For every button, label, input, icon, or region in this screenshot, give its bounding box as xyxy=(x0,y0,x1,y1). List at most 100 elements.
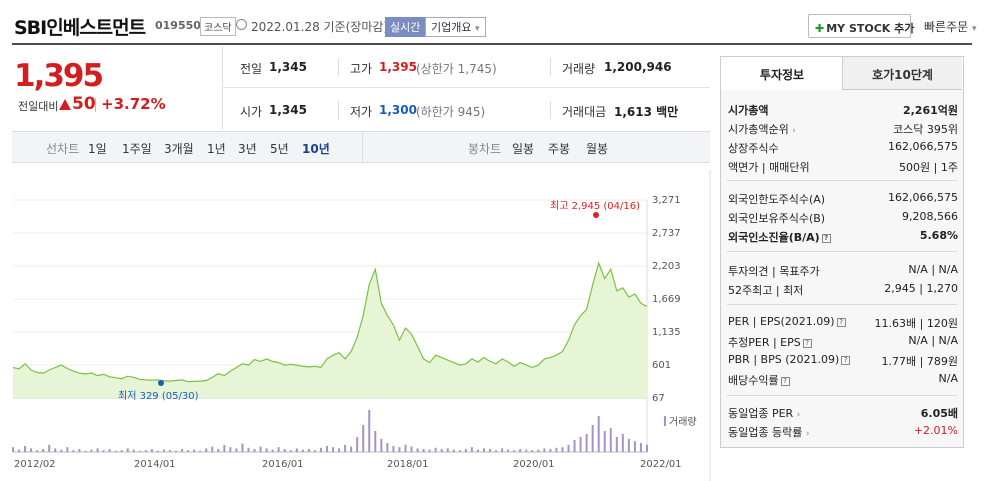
volume-bar xyxy=(609,428,612,452)
row-rank: 시가총액순위 › 코스닥 395위 xyxy=(728,121,958,140)
par-value: 500원 xyxy=(899,161,931,174)
help-icon: ? xyxy=(841,355,851,365)
range-3y[interactable]: 3년 xyxy=(238,142,257,156)
current-price: 1,395 xyxy=(14,58,104,94)
divider xyxy=(338,101,339,119)
volume-bar xyxy=(48,444,51,452)
est-per-label: 추정PER xyxy=(728,336,770,349)
sector-rate-value: +2.01% xyxy=(913,424,958,437)
x-tick-label: 2014/01 xyxy=(134,459,176,470)
amount-value: 1,613 백만 xyxy=(614,105,679,119)
volume-bar xyxy=(126,448,129,452)
tab-order-book[interactable]: 호가10단계 xyxy=(842,57,962,90)
volume-bar xyxy=(489,449,492,452)
candle-monthly[interactable]: 월봉 xyxy=(586,142,609,156)
my-stock-add-button[interactable]: ✚ MY STOCK 추가 xyxy=(808,14,914,38)
volume-bar xyxy=(217,449,220,452)
volume-bar xyxy=(199,450,202,452)
volume-bar xyxy=(332,447,335,452)
chevron-right-icon: › xyxy=(796,410,801,420)
opinion-label: 투자의견 xyxy=(728,265,769,278)
row-per: PER | EPS(2021.09)? 11.63배 | 120원 xyxy=(728,315,958,330)
volume-bar xyxy=(66,447,69,452)
price-line xyxy=(12,261,648,383)
volume-bar xyxy=(603,431,606,452)
volume-bar xyxy=(138,450,141,452)
upper-limit: (상한가 1,745) xyxy=(416,62,497,76)
volume-bar xyxy=(573,440,576,452)
divider xyxy=(550,101,551,119)
chevron-right-icon: › xyxy=(805,429,810,439)
w52-high-value: 2,945 xyxy=(884,282,916,295)
volume-bar xyxy=(356,437,359,452)
foreign-limit-label: 외국인한도주식수(A) xyxy=(728,193,826,206)
chevron-down-icon: ▾ xyxy=(972,24,977,34)
volume-bar xyxy=(416,448,419,452)
candle-weekly[interactable]: 주봉 xyxy=(548,142,571,156)
row-market-cap: 시가총액 2,261억원 xyxy=(728,102,958,121)
volume-bar xyxy=(162,449,165,452)
low-label: 저가 xyxy=(350,105,373,119)
volume-bar xyxy=(175,450,178,452)
shares-label: 상장주식수 xyxy=(728,142,779,155)
range-1d[interactable]: 1일 xyxy=(88,142,107,156)
volume-bar xyxy=(259,446,262,452)
volume-bar xyxy=(579,437,582,452)
quick-order-dropdown[interactable]: 빠른주문 ▾ xyxy=(924,18,977,35)
y-tick-label: 1,135 xyxy=(652,327,681,338)
prev-close-label: 전일 xyxy=(240,62,263,76)
volume-bar xyxy=(283,449,286,452)
range-1w[interactable]: 1주일 xyxy=(122,142,152,156)
company-name: SBI인베스트먼트 xyxy=(14,17,146,39)
quick-order-label: 빠른주문 xyxy=(924,20,969,34)
amount-label: 거래대금 xyxy=(562,105,607,119)
volume-bar xyxy=(90,449,93,452)
range-1y[interactable]: 1년 xyxy=(207,142,226,156)
x-tick-label: 2022/01 xyxy=(640,459,682,470)
volume-bar xyxy=(549,449,552,452)
range-3m[interactable]: 3개월 xyxy=(164,142,194,156)
volume-bar xyxy=(344,444,347,452)
range-5y[interactable]: 5년 xyxy=(270,142,289,156)
volume-bar xyxy=(241,443,244,452)
candle-daily[interactable]: 일봉 xyxy=(512,142,535,156)
volume-bar xyxy=(253,449,256,452)
x-tick-label: 2018/01 xyxy=(387,459,429,470)
target-value: N/A xyxy=(938,263,958,276)
volume-bar xyxy=(289,450,292,452)
volume-bar xyxy=(181,449,184,452)
volume-bar xyxy=(120,450,123,452)
volume-bar xyxy=(30,448,33,452)
est-eps-value: N/A xyxy=(938,334,958,347)
w52-high-label: 52주최고 xyxy=(728,284,773,297)
divider xyxy=(727,180,957,181)
unit-label: 매매단위 xyxy=(769,161,810,174)
bps-value: 789원 xyxy=(926,355,958,368)
corp-info-dropdown[interactable]: 기업개요 ▾ xyxy=(425,17,486,37)
tab-invest-info[interactable]: 투자정보 xyxy=(722,57,842,90)
realtime-button[interactable]: 실시간 xyxy=(385,17,426,37)
candle-chart-label: 봉차트 xyxy=(468,142,502,156)
volume-bar xyxy=(464,449,467,452)
foreign-ratio-value: 5.68% xyxy=(919,229,958,242)
divider xyxy=(550,58,551,76)
row-sector-rate: 동일업종 등락률 › +2.01% xyxy=(728,424,958,443)
range-10y[interactable]: 10년 xyxy=(302,142,330,156)
chevron-right-icon: › xyxy=(792,126,796,136)
volume-bar xyxy=(639,443,642,452)
row-foreign-limit: 외국인한도주식수(A) 162,066,575 xyxy=(728,191,958,210)
volume-bar xyxy=(422,449,425,452)
volume-bar xyxy=(597,416,600,452)
volume-bar xyxy=(313,450,316,452)
volume-bar xyxy=(223,444,226,452)
high-value: 1,395 xyxy=(379,60,417,74)
chart-toolbar xyxy=(12,131,710,163)
sector-per-label: 동일업종 PER xyxy=(728,407,794,420)
volume-bar xyxy=(168,450,171,452)
price-chart[interactable]: 3,271 2,737 2,203 1,669 1,135 601 67 거래량 2012/… xyxy=(0,170,720,481)
x-tick-label: 2020/01 xyxy=(513,459,555,470)
volume-bar xyxy=(102,450,105,452)
volume-bar xyxy=(501,448,504,452)
volume-bar xyxy=(319,447,322,452)
volume-bar xyxy=(410,446,413,452)
